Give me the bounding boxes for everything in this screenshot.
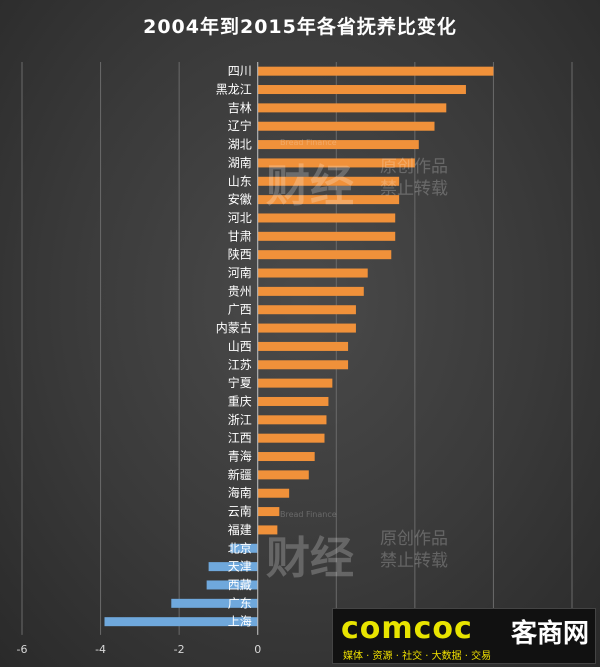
bar [257,158,415,168]
bar [171,598,258,608]
bar [257,488,290,498]
category-label: 宁夏 [228,375,252,390]
bar [257,433,325,443]
category-label: 广西 [228,303,252,317]
category-label: 陕西 [228,247,252,262]
category-label: 江西 [228,431,252,445]
category-label: 内蒙古 [216,320,252,335]
bar [257,103,447,113]
category-label: 四川 [228,64,252,78]
category-label: 青海 [228,449,252,464]
category-label: 福建 [228,522,252,537]
category-label: 海南 [228,485,252,500]
watermark-notice-line1: 原创作品 [380,529,448,549]
category-label: 辽宁 [228,118,252,133]
category-label: 云南 [228,504,252,519]
bar [257,507,280,517]
bar [257,323,356,333]
category-label: 河南 [228,265,252,280]
bar [257,176,400,186]
category-label: 浙江 [228,413,252,427]
watermark-brand-top: 财经 [266,161,354,212]
watermark-notice-line2: 禁止转载 [380,551,448,571]
watermark-brand-bottom: 财经 [266,533,354,584]
category-label: 江苏 [228,358,252,372]
bar [257,121,435,131]
x-tick-label: -2 [174,643,185,656]
bar [257,250,392,260]
category-label: 甘肃 [228,229,252,243]
bar [257,415,327,425]
watermark-notice-bottom: 原创作品 禁止转载 [380,528,448,572]
bar [104,617,258,627]
bar [257,195,400,205]
category-label: 河北 [228,211,252,225]
bar [257,396,329,406]
category-label: 湖北 [228,137,252,152]
category-label: 北京 [228,541,252,555]
category-label: 西藏 [228,578,252,592]
logo-tagline: 媒体 · 资源 · 社交 · 大数据 · 交易 [343,651,492,662]
x-tick-label: -4 [95,643,106,656]
bar [257,305,356,315]
category-label: 吉林 [228,101,252,115]
category-label: 黑龙江 [216,83,252,97]
bar [257,341,349,351]
category-label: 湖南 [228,155,252,170]
bar [230,543,258,553]
bar [257,213,396,223]
category-label: 贵州 [228,284,252,298]
bar [257,452,315,462]
category-label: 重庆 [228,394,252,408]
category-label: 天津 [228,560,252,574]
watermark-notice-top: 原创作品 禁止转载 [380,156,448,200]
category-label: 山西 [228,339,252,353]
bar [257,140,419,150]
bar [257,66,494,76]
bar [257,378,333,388]
watermark-notice-line2: 禁止转载 [380,179,448,199]
bar [257,268,368,278]
category-label: 广东 [228,596,252,610]
category-label: 安徽 [228,192,252,207]
logo-cn-text: 客商网 [511,619,590,649]
bar [257,286,364,296]
watermark-en-top: Bread Finance [280,138,337,147]
bar [257,231,396,241]
watermark-notice-line1: 原创作品 [380,157,448,177]
category-label: 上海 [228,614,252,629]
bar [257,525,278,535]
x-tick-label: 0 [254,643,261,656]
watermark-en-bottom: Bread Finance [280,510,337,519]
bar [257,470,309,480]
logo-main-text: comcoc [341,611,473,646]
bar [257,360,349,370]
bar [208,562,258,572]
chart-title: 2004年到2015年各省抚养比变化 [143,16,457,38]
bar [206,580,258,590]
bar [257,85,466,95]
x-tick-label: -6 [17,643,28,656]
logo-comcoc: comcoc 客商网 媒体 · 资源 · 社交 · 大数据 · 交易 [332,608,596,664]
category-label: 山东 [228,174,252,188]
category-label: 新疆 [228,467,252,482]
